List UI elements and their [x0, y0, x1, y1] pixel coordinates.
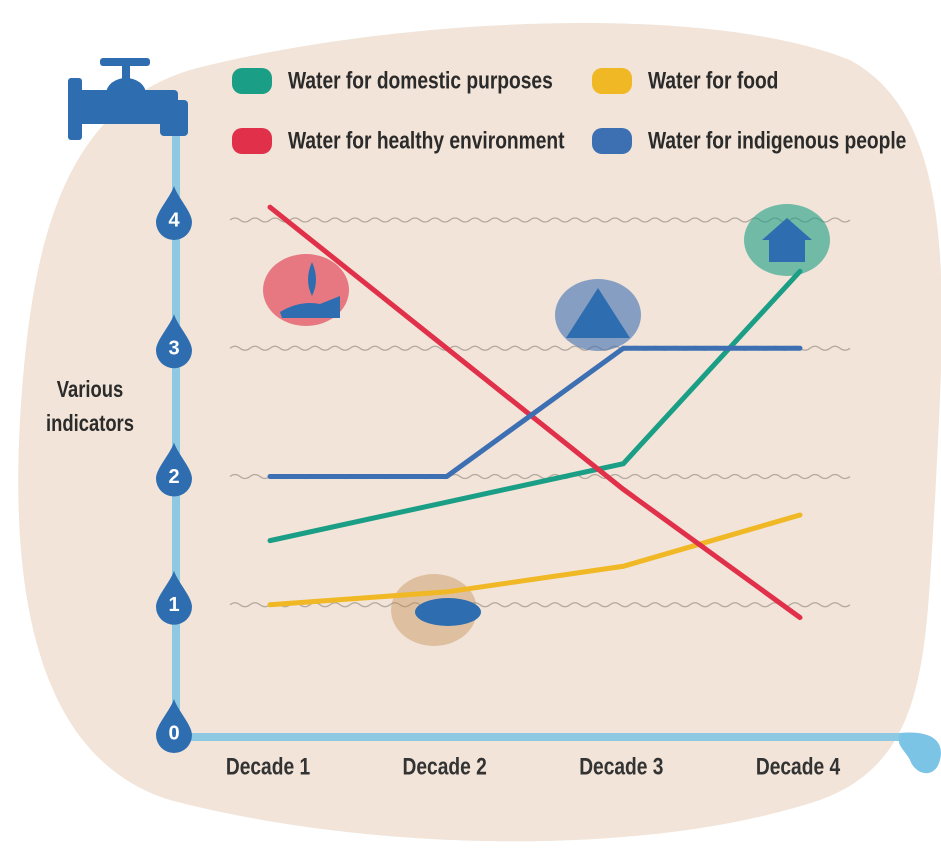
- legend-label: Water for domestic purposes: [288, 66, 553, 94]
- y-tick-label: 0: [168, 722, 179, 744]
- series-line: [267, 268, 803, 544]
- y-tick-label: 1: [168, 594, 179, 616]
- legend-label: Water for indigenous people: [648, 126, 906, 154]
- faucet: [68, 58, 188, 140]
- series-line: [267, 512, 803, 608]
- series-line: [267, 204, 803, 621]
- tick-drop: [156, 699, 192, 753]
- legend-icon: [232, 68, 272, 94]
- x-tick-label: Decade 1: [226, 752, 310, 780]
- legend-icon: [232, 128, 272, 154]
- series-line: [267, 345, 803, 479]
- x-tick-label: Decade 2: [403, 752, 487, 780]
- x-tick-label: Decade 3: [579, 752, 663, 780]
- tick-drop: [156, 186, 192, 240]
- legend-label: Water for healthy environment: [288, 126, 564, 154]
- legend-label: Water for food: [648, 66, 778, 94]
- y-tick-label: 2: [168, 466, 179, 488]
- water-splash: [898, 732, 941, 774]
- tick-drop: [156, 442, 192, 497]
- icon-house: [762, 218, 812, 262]
- x-tick-label: Decade 4: [756, 752, 840, 780]
- background-blob: [18, 23, 941, 842]
- icon-bread: [415, 598, 481, 626]
- tick-drop: [156, 570, 192, 625]
- legend-icon: [592, 68, 632, 94]
- y-axis-label: Various indicators: [46, 376, 134, 436]
- legend-icon: [592, 128, 632, 154]
- icon-tent: [566, 288, 630, 338]
- y-tick-label: 3: [168, 338, 179, 360]
- y-tick-label: 4: [168, 209, 180, 231]
- grid-line: [229, 602, 851, 608]
- icon-plant: [280, 262, 340, 318]
- grid-line: [229, 217, 851, 223]
- tick-drop: [156, 314, 192, 369]
